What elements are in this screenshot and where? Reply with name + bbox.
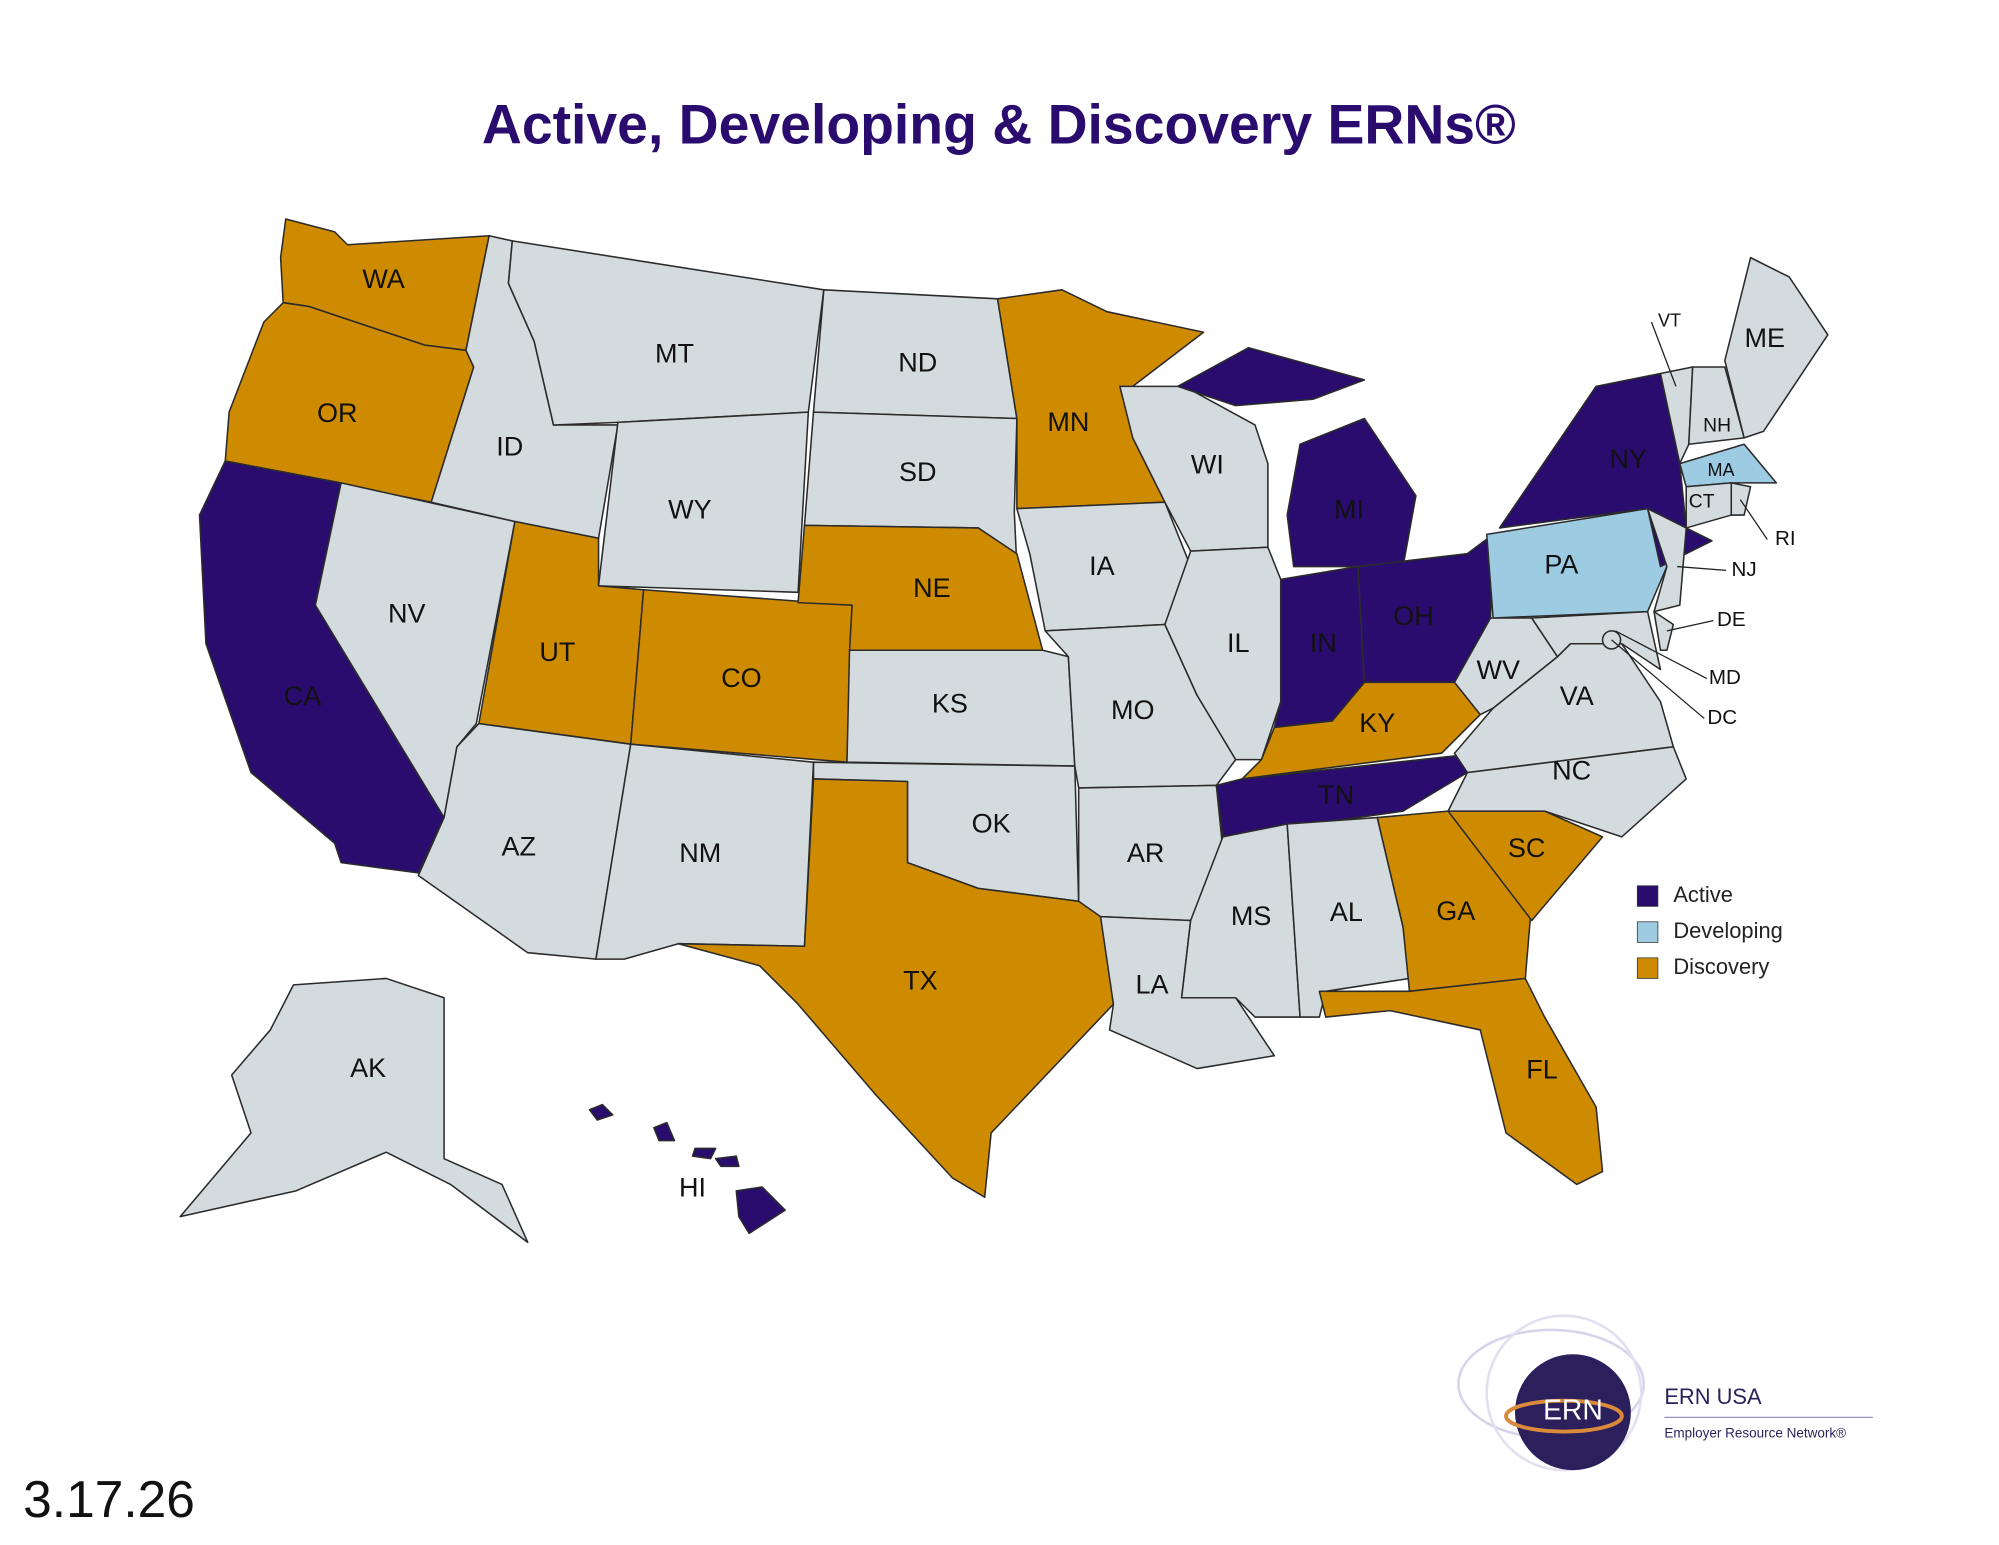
state-label: MA [1707, 460, 1734, 480]
state-label: NJ [1732, 558, 1757, 581]
state-label: WV [1477, 655, 1521, 685]
state-shape [1646, 507, 1687, 613]
state-label: HI [679, 1173, 706, 1203]
state-shape [1286, 417, 1417, 568]
logo: ERN ERN USA Employer Resource Network® [1457, 1314, 1873, 1472]
state-label: OH [1393, 601, 1434, 631]
state-label: ND [898, 348, 937, 378]
state-shape [1530, 610, 1662, 671]
state-label: SD [899, 457, 937, 487]
state-shape [1485, 507, 1668, 619]
legend-swatch [1636, 957, 1659, 979]
state-label: MT [655, 339, 694, 369]
state-shape [735, 1186, 786, 1235]
state-shape [588, 1103, 614, 1121]
state-label: MD [1709, 666, 1741, 689]
state-label: MN [1047, 407, 1089, 437]
state-label: WA [362, 264, 405, 294]
state-label: CA [284, 681, 322, 711]
state-label: DC [1707, 706, 1737, 729]
state-label: DE [1717, 608, 1746, 631]
state-label: IL [1227, 628, 1250, 658]
state-label: SC [1508, 833, 1546, 863]
leader-line [1677, 565, 1727, 572]
state-label: NE [913, 573, 951, 603]
state-shape [179, 977, 529, 1244]
state-label: WI [1191, 449, 1224, 479]
state-label: TX [903, 965, 938, 995]
state-label: CT [1689, 491, 1715, 512]
state-label: NY [1610, 444, 1648, 474]
state-shape [1724, 256, 1829, 439]
leader-line [1666, 619, 1714, 632]
state-label: NC [1552, 756, 1591, 786]
state-label: TN [1318, 780, 1354, 810]
state-label: UT [539, 637, 575, 667]
state-label: AL [1330, 897, 1363, 927]
state-shape [1177, 346, 1366, 407]
state-label: GA [1436, 896, 1475, 926]
logo-ring [1504, 1398, 1624, 1434]
legend-swatch [1636, 921, 1659, 943]
logo-ring [1485, 1314, 1643, 1472]
state-label: AZ [501, 832, 536, 862]
states [179, 218, 1829, 1244]
state-shape [677, 778, 1115, 1199]
state-label: RI [1775, 527, 1796, 550]
state-labels: WA OR CA NV ID MT WY UT CO AZ NM ND SD NE KS OK TX MN IA MO… [284, 264, 1796, 1203]
state-shape [691, 1147, 717, 1160]
state-label: AR [1127, 838, 1165, 868]
state-label: VA [1560, 681, 1594, 711]
state-label: NV [388, 599, 426, 629]
leader-line [1739, 499, 1768, 540]
state-label: NM [679, 838, 721, 868]
state-label: MS [1231, 901, 1272, 931]
state-label: MO [1111, 695, 1155, 725]
state-shape [507, 240, 825, 426]
state-shape [1318, 977, 1604, 1186]
state-label: ME [1744, 323, 1785, 353]
state-label: NH [1703, 415, 1731, 436]
state-label: ID [496, 431, 523, 461]
state-shape [1653, 610, 1675, 651]
state-label: IA [1089, 551, 1115, 581]
state-label: WY [668, 494, 712, 524]
state-shape [714, 1155, 740, 1168]
legend-label: Active [1673, 882, 1733, 907]
logo-mark: ERN [1543, 1394, 1603, 1426]
state-label: OK [972, 808, 1011, 838]
legend: Active Developing Discovery [1636, 882, 1783, 979]
legend-swatch [1636, 885, 1659, 907]
state-shape [597, 411, 810, 594]
logo-circle [1515, 1354, 1631, 1471]
legend-label: Developing [1673, 918, 1782, 943]
state-label: OR [317, 398, 358, 428]
state-label: KY [1359, 708, 1395, 738]
state-shape [653, 1121, 676, 1142]
legend-label: Discovery [1673, 954, 1769, 979]
state-label: AK [350, 1053, 386, 1083]
state-shape [1679, 443, 1778, 488]
leader-line [1650, 321, 1677, 387]
state-label: VT [1658, 311, 1681, 331]
date: 3.17.26 [23, 1470, 195, 1528]
state-label: MI [1334, 494, 1364, 524]
state-label: LA [1136, 969, 1169, 999]
logo-tagline: Employer Resource Network® [1664, 1426, 1846, 1441]
leader-line [1615, 630, 1708, 680]
state-label: IN [1310, 628, 1337, 658]
state-label: PA [1544, 550, 1578, 580]
title: Active, Developing & Discovery ERNs® [482, 94, 1516, 156]
state-label: FL [1526, 1054, 1558, 1084]
state-shape [1601, 630, 1622, 650]
leader-line [1611, 639, 1705, 719]
state-label: CO [721, 663, 762, 693]
state-label: KS [932, 689, 968, 719]
logo-name: ERN USA [1664, 1384, 1762, 1409]
